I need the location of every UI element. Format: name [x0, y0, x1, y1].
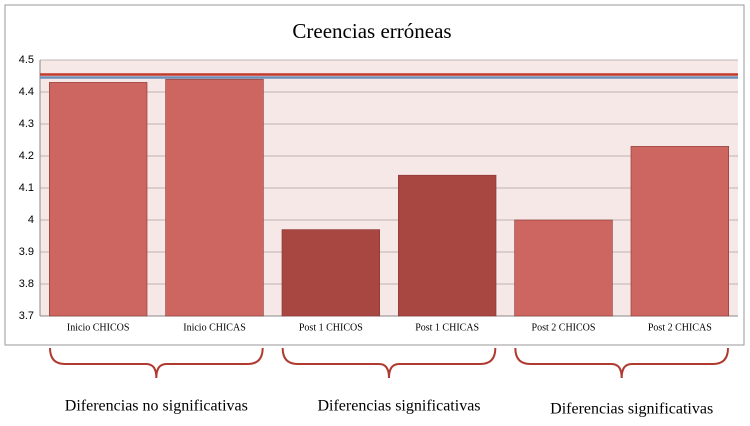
x-tick-label: Inicio CHICAS: [183, 322, 246, 333]
bar: [630, 146, 729, 317]
chart-title: Creencias erróneas: [292, 19, 451, 43]
brace: [281, 347, 497, 379]
bar: [165, 78, 264, 317]
y-tick-label: 3.9: [19, 246, 34, 258]
y-tick-label: 4.2: [19, 150, 34, 162]
y-tick-label: 4.1: [19, 182, 34, 194]
y-tick-label: 4.3: [19, 118, 34, 130]
x-tick-label: Inicio CHICOS: [67, 322, 130, 333]
bar: [49, 82, 148, 317]
y-tick-label: 4: [28, 214, 34, 226]
bar: [281, 229, 380, 317]
bar: [398, 174, 497, 317]
y-tick-label: 4.5: [19, 54, 34, 66]
brace: [514, 347, 729, 379]
bar: [514, 219, 613, 317]
annotation: Diferencias significativas: [317, 398, 480, 415]
x-tick-label: Post 2 CHICAS: [648, 322, 712, 333]
y-tick-label: 3.8: [19, 278, 34, 290]
y-tick-label: 4.4: [19, 86, 34, 98]
brace: [49, 347, 264, 379]
y-tick-label: 3.7: [19, 310, 34, 322]
x-tick-label: Post 1 CHICOS: [299, 322, 363, 333]
x-tick-label: Post 1 CHICAS: [415, 322, 479, 333]
annotation: Diferencias no significativas: [65, 398, 248, 415]
x-tick-label: Post 2 CHICOS: [532, 322, 596, 333]
annotation: Diferencias significativas: [550, 401, 713, 418]
